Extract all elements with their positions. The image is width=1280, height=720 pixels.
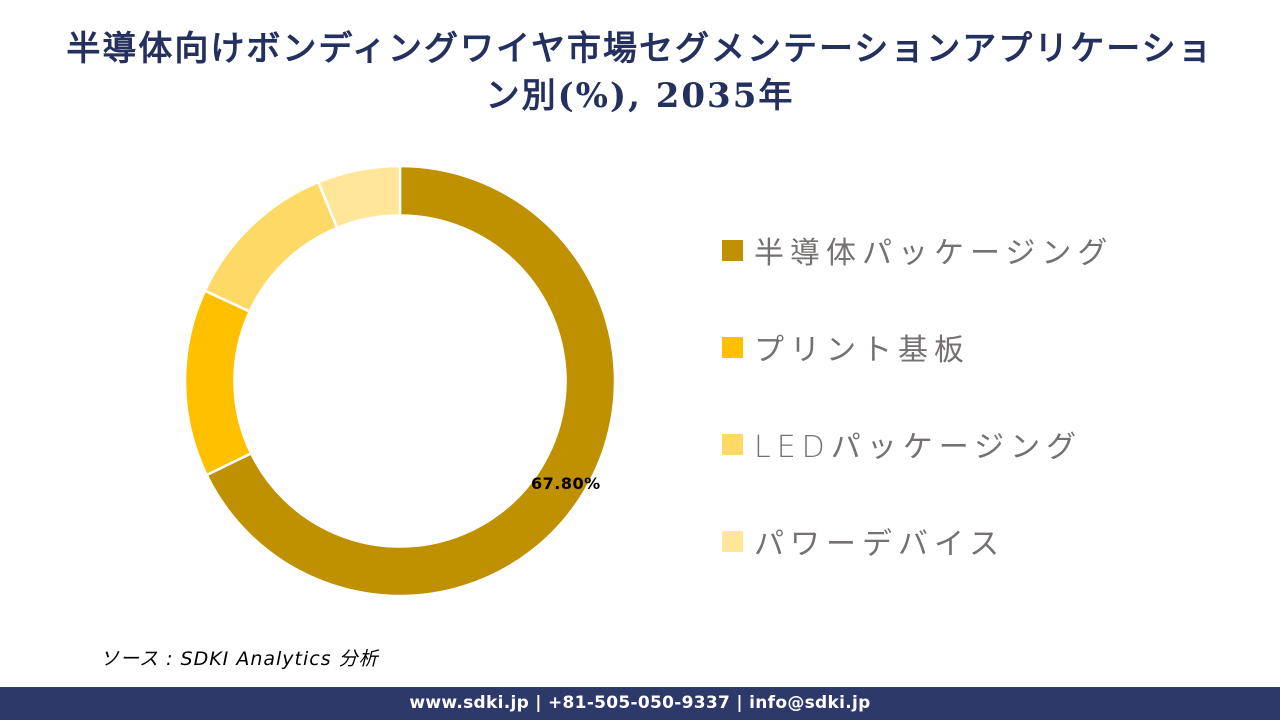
donut-chart (180, 161, 620, 601)
legend-item-4: パワーデバイス (722, 523, 1113, 562)
donut-chart-svg (183, 164, 617, 598)
donut-slice-4 (317, 164, 402, 230)
legend-swatch-icon (722, 530, 743, 552)
legend-item-3: LEDパッケージング (722, 426, 1113, 465)
footer-bar: www.sdki.jp | +81-505-050-9337 | info@sd… (0, 687, 1280, 720)
legend-swatch-icon (722, 433, 743, 455)
page-title-line-1: 半導体向けボンディングワイヤ市場セグメンテーションアプリケーショ (66, 29, 1214, 69)
legend-label: パワーデバイス (754, 527, 1006, 562)
legend-item-1: 半導体パッケージング (722, 232, 1113, 271)
donut-slice-3 (203, 180, 339, 313)
legend-swatch-icon (722, 336, 743, 358)
chart-legend: 半導体パッケージング プリント基板 LEDパッケージング パワーデバイス (722, 232, 1113, 620)
footer-contact-text: www.sdki.jp | +81-505-050-9337 | info@sd… (409, 693, 871, 713)
page-title-line-2: ン別(%), 2035年 (485, 76, 795, 116)
legend-item-2: プリント基板 (722, 329, 1113, 368)
legend-label: プリント基板 (754, 333, 970, 368)
donut-slice-1 (205, 164, 617, 598)
legend-label: LEDパッケージング (754, 430, 1083, 465)
donut-slice-2 (183, 289, 253, 477)
source-note: ソース : SDKI Analytics 分析 (100, 648, 379, 670)
donut-data-label: 67.80% (531, 474, 601, 493)
legend-swatch-icon (722, 239, 743, 261)
legend-label: 半導体パッケージング (754, 236, 1114, 271)
page-title: 半導体向けボンディングワイヤ市場セグメンテーションアプリケーショ ン別(%), … (30, 26, 1250, 120)
